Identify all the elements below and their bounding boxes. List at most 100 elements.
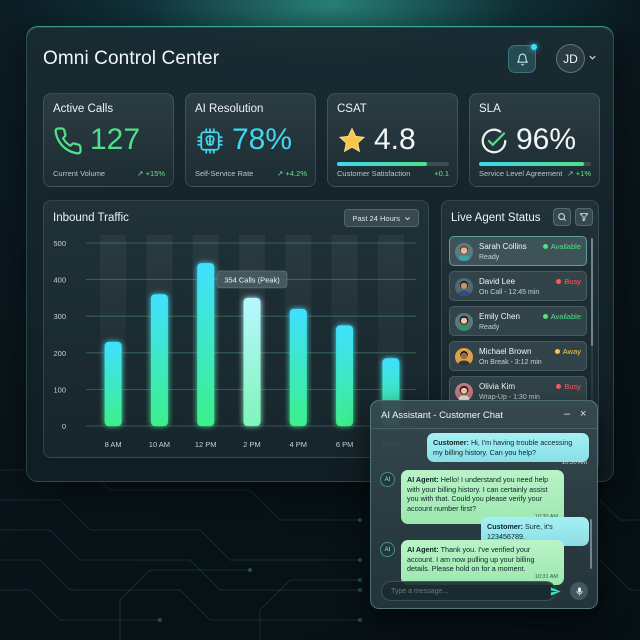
phone-icon <box>54 127 82 155</box>
kpi-trend: ↗ +4.2% <box>277 169 307 178</box>
chat-message-ai-agent: AI Agent: Thank you. I've verified your … <box>401 540 564 585</box>
traffic-title: Inbound Traffic <box>53 212 129 224</box>
agent-name: Emily Chen <box>479 312 520 321</box>
star-icon <box>338 127 366 153</box>
agent-avatar <box>455 313 473 331</box>
agent-row[interactable]: David Lee On Call - 12:45 min Busy <box>449 271 587 301</box>
kpi-trend-value: +15% <box>145 169 165 178</box>
x-tick-label: 6 PM <box>336 440 354 449</box>
message-time: 10:31 AM <box>561 536 587 542</box>
chat-scrollbar[interactable] <box>590 519 592 569</box>
message-text: Thank you. I've verified your account. I… <box>407 545 535 573</box>
chevron-down-icon <box>405 216 410 220</box>
kpi-value: 96% <box>516 123 577 156</box>
agent-avatar <box>455 278 473 296</box>
kpi-card-csat[interactable]: CSAT 4.8 Customer Satisfaction +0.1 <box>327 93 458 187</box>
sla-progress-fill <box>479 162 585 166</box>
bar-6-pm <box>336 325 354 426</box>
ai-bot-icon: AI <box>380 542 395 557</box>
csat-progress-fill <box>337 162 427 166</box>
status-dot <box>542 314 548 319</box>
agent-filter-button[interactable] <box>575 208 593 226</box>
agent-detail: Ready <box>479 254 500 261</box>
message-speaker: AI Agent: <box>407 475 439 484</box>
chat-title: AI Assistant - Customer Chat <box>381 410 503 421</box>
scrollbar-thumb[interactable] <box>591 238 593 346</box>
agent-detail: On Break - 3:12 min <box>479 359 542 366</box>
kpi-card-active-calls[interactable]: Active Calls 127 Current Volume ↗ +15% <box>43 93 174 187</box>
message-time: 10:30 AM <box>561 460 587 466</box>
chat-message-ai-agent: AI Agent: Hello! I understand you need h… <box>401 470 564 524</box>
kpi-title: CSAT <box>337 103 367 115</box>
notifications-button[interactable] <box>508 44 537 73</box>
message-time: 10:31 AM <box>534 574 558 580</box>
sla-progress-bar <box>479 162 591 166</box>
agent-search-button[interactable] <box>553 208 571 226</box>
trend-up-icon: ↗ <box>277 169 284 178</box>
chevron-down-icon[interactable] <box>588 53 597 62</box>
kpi-value: 127 <box>90 123 141 156</box>
agent-row[interactable]: Sarah Collins Ready Available <box>449 236 587 266</box>
agent-detail: On Call - 12:45 min <box>479 289 540 296</box>
kpi-card-ai-resolution[interactable]: AI Resolution 78% Self-Service Rate ↗ +4… <box>185 93 316 187</box>
y-tick-label: 400 <box>53 276 66 285</box>
status-dot <box>556 384 562 389</box>
agent-row[interactable]: Emily Chen Ready Available <box>449 306 587 336</box>
y-tick-label: 500 <box>53 239 66 248</box>
microphone-button[interactable] <box>570 582 588 600</box>
kpi-trend: +0.1 <box>434 169 449 178</box>
inbound-traffic-chart: 0 100 200 300 400 500 8 AM 10 AM 12 PM 2 PM 4 PM 6 … <box>53 235 416 449</box>
message-text: Hello! I understand you need help with y… <box>407 475 549 513</box>
kpi-trend-value: +1% <box>575 169 591 178</box>
csat-progress-bar <box>337 162 449 166</box>
kpi-subtitle: Customer Satisfaction <box>337 169 411 178</box>
agent-status-text: Away <box>562 347 581 356</box>
agent-avatar <box>455 383 473 401</box>
agent-status-text: Available <box>550 242 581 251</box>
agent-row[interactable]: Michael Brown On Break - 3:12 min Away <box>449 341 587 371</box>
agent-status-text: Busy <box>564 382 581 391</box>
bar-12-pm <box>197 263 215 426</box>
chat-message-customer: Customer: Hi, I'm having trouble accessi… <box>427 433 589 462</box>
message-speaker: AI Agent: <box>407 545 439 554</box>
time-range-value: Past 24 Hours <box>352 213 400 223</box>
chat-message-input[interactable] <box>381 581 556 601</box>
ai-bot-icon: AI <box>380 472 395 487</box>
status-dot <box>554 349 560 354</box>
y-tick-label: 0 <box>62 422 66 431</box>
agent-status-text: Available <box>550 312 581 321</box>
bar-2-pm <box>243 297 261 426</box>
trend-up-icon: ↗ <box>137 169 144 178</box>
user-avatar[interactable]: JD <box>556 44 585 73</box>
bell-icon <box>516 53 528 65</box>
message-speaker: Customer: <box>433 438 469 447</box>
agent-detail: Ready <box>479 324 500 331</box>
agent-status-text: Busy <box>564 277 581 286</box>
agent-name: Sarah Collins <box>479 242 527 251</box>
message-text: Sure, it's 123456789. <box>487 522 553 541</box>
x-tick-label: 8 AM <box>105 440 122 449</box>
kpi-title: AI Resolution <box>195 103 264 115</box>
kpi-subtitle: Self-Service Rate <box>195 169 254 178</box>
page-title: Omni Control Center <box>43 48 220 69</box>
kpi-title: Active Calls <box>53 103 114 115</box>
bot-label: AI <box>384 546 391 553</box>
user-initials: JD <box>563 51 578 66</box>
kpi-card-sla[interactable]: SLA 96% Service Level Agreement ↗ +1% <box>469 93 600 187</box>
peak-tooltip <box>216 270 288 289</box>
agent-name: Olivia Kim <box>479 382 516 391</box>
close-icon[interactable]: × <box>580 408 587 420</box>
ai-assistant-chat-window: AI Assistant - Customer Chat – × Custome… <box>370 400 598 609</box>
y-tick-label: 300 <box>53 312 66 321</box>
agent-list-scrollbar[interactable] <box>591 238 593 416</box>
send-button[interactable] <box>547 583 563 599</box>
minimize-icon[interactable]: – <box>564 408 571 420</box>
send-icon <box>550 586 561 596</box>
status-dot <box>542 244 548 249</box>
check-circle-icon <box>481 128 507 154</box>
chat-divider <box>371 428 597 429</box>
time-range-select[interactable]: Past 24 Hours <box>344 209 419 227</box>
dashboard-window: Omni Control Center JD Active Calls 127 … <box>26 27 614 482</box>
kpi-value: 4.8 <box>374 123 416 156</box>
microphone-icon <box>575 586 583 596</box>
